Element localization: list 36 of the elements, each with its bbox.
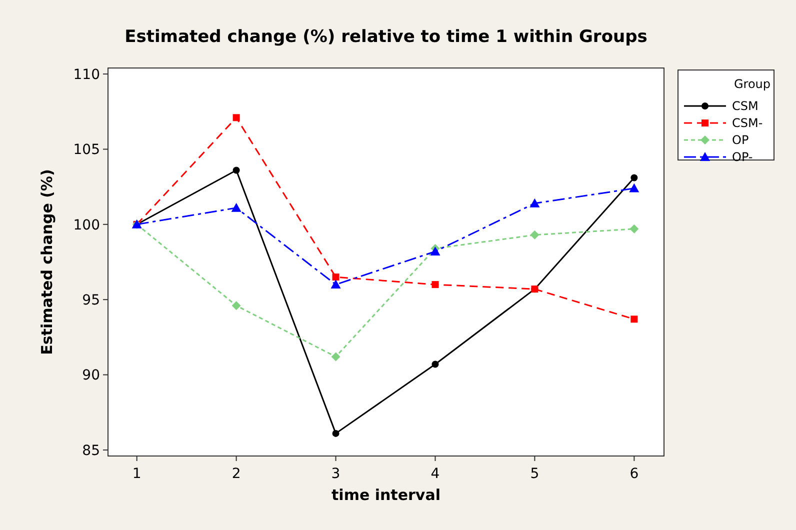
x-tick-label: 6 xyxy=(630,466,639,482)
y-tick-label: 85 xyxy=(82,442,100,459)
point xyxy=(430,246,440,256)
point xyxy=(432,360,439,368)
point xyxy=(332,430,340,437)
point xyxy=(630,174,638,182)
x-tick-label: 2 xyxy=(232,466,241,482)
legend-title: Group xyxy=(734,77,771,91)
point xyxy=(330,280,341,289)
point xyxy=(232,114,240,122)
y-tick-label: 95 xyxy=(82,292,100,308)
x-tick-label: 4 xyxy=(430,466,440,482)
chart-title: Estimated change (%) relative to time 1 within Groups xyxy=(124,27,648,47)
point xyxy=(530,198,540,208)
x-tick-label: 1 xyxy=(132,466,142,482)
point xyxy=(629,183,640,192)
point xyxy=(232,301,241,310)
point xyxy=(630,224,639,234)
y-tick-label: 100 xyxy=(73,217,100,234)
point xyxy=(630,316,638,323)
legend-label: CSM xyxy=(732,99,758,114)
legend-label: CSM- xyxy=(732,116,763,130)
x-axis-title: time interval xyxy=(332,486,440,504)
point xyxy=(231,202,242,212)
y-tick-label: 110 xyxy=(73,66,100,83)
legend-label: OP xyxy=(732,133,749,148)
point xyxy=(530,230,540,240)
point xyxy=(331,352,340,362)
y-tick-label: 105 xyxy=(73,142,100,158)
x-tick-label: 3 xyxy=(331,466,340,482)
point xyxy=(332,274,340,281)
x-tick-label: 5 xyxy=(530,466,540,482)
y-tick-label: 90 xyxy=(82,368,100,384)
y-axis-title: Estimated change (%) xyxy=(38,169,56,355)
point xyxy=(432,281,439,288)
point xyxy=(232,166,240,174)
